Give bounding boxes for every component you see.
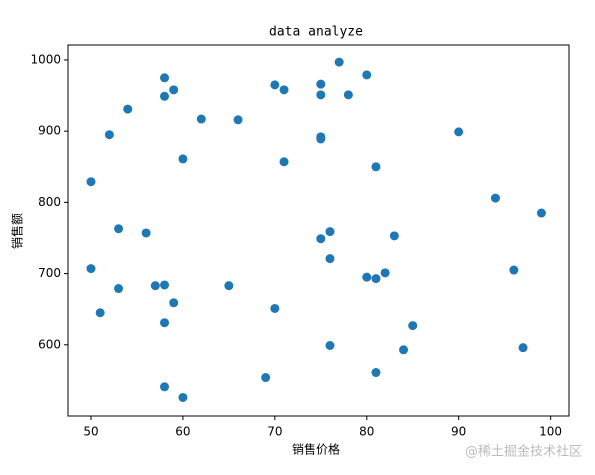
point (536, 208, 546, 218)
x-tick-label: 80 (359, 425, 374, 439)
x-tick-label: 90 (451, 425, 466, 439)
point (270, 303, 280, 313)
y-tick-label: 800 (38, 195, 61, 209)
y-tick-label: 1000 (30, 52, 61, 66)
watermark: @稀土掘金技术社区 (465, 444, 582, 460)
x-tick-label: 50 (83, 425, 98, 439)
x-tick-label: 100 (539, 425, 562, 439)
y-tick-label: 900 (38, 124, 61, 138)
point (160, 318, 170, 328)
point (261, 373, 271, 383)
point (316, 134, 326, 144)
point (362, 272, 372, 282)
point (270, 80, 280, 90)
point (160, 280, 170, 290)
point (86, 177, 96, 187)
point (371, 162, 381, 172)
point (141, 228, 151, 238)
y-axis-label: 销售额 (10, 213, 25, 249)
point (325, 341, 335, 351)
point (224, 281, 234, 291)
point (362, 70, 372, 80)
y-tick-label: 600 (38, 337, 61, 351)
point (380, 268, 390, 278)
point (123, 104, 133, 114)
point (279, 85, 289, 95)
point (160, 73, 170, 83)
x-axis-label: 销售价格 (292, 442, 340, 457)
point (325, 227, 335, 237)
point (408, 321, 418, 331)
point (95, 308, 105, 318)
point (160, 382, 170, 392)
point (509, 265, 519, 275)
plot-frame (67, 44, 570, 417)
point (454, 127, 464, 137)
point (196, 114, 206, 124)
point (233, 115, 243, 125)
point (169, 298, 179, 308)
point (518, 343, 528, 353)
point (150, 281, 160, 291)
point (490, 193, 500, 203)
point (160, 91, 170, 101)
y-tick-label: 700 (38, 266, 61, 280)
x-tick-label: 60 (175, 425, 190, 439)
point (114, 284, 124, 294)
point (279, 157, 289, 167)
point (371, 368, 381, 378)
point (114, 224, 124, 234)
point (399, 345, 409, 355)
point (86, 264, 96, 274)
point (389, 231, 399, 241)
point (316, 234, 326, 244)
point (316, 90, 326, 100)
point (371, 274, 381, 284)
point (325, 254, 335, 264)
point (104, 130, 114, 140)
x-tick-label: 70 (267, 425, 282, 439)
point (178, 154, 188, 164)
point (343, 90, 353, 100)
point (316, 79, 326, 89)
point (178, 392, 188, 402)
point (169, 85, 179, 95)
chart-title: data analyze (269, 25, 363, 40)
point (334, 57, 344, 67)
